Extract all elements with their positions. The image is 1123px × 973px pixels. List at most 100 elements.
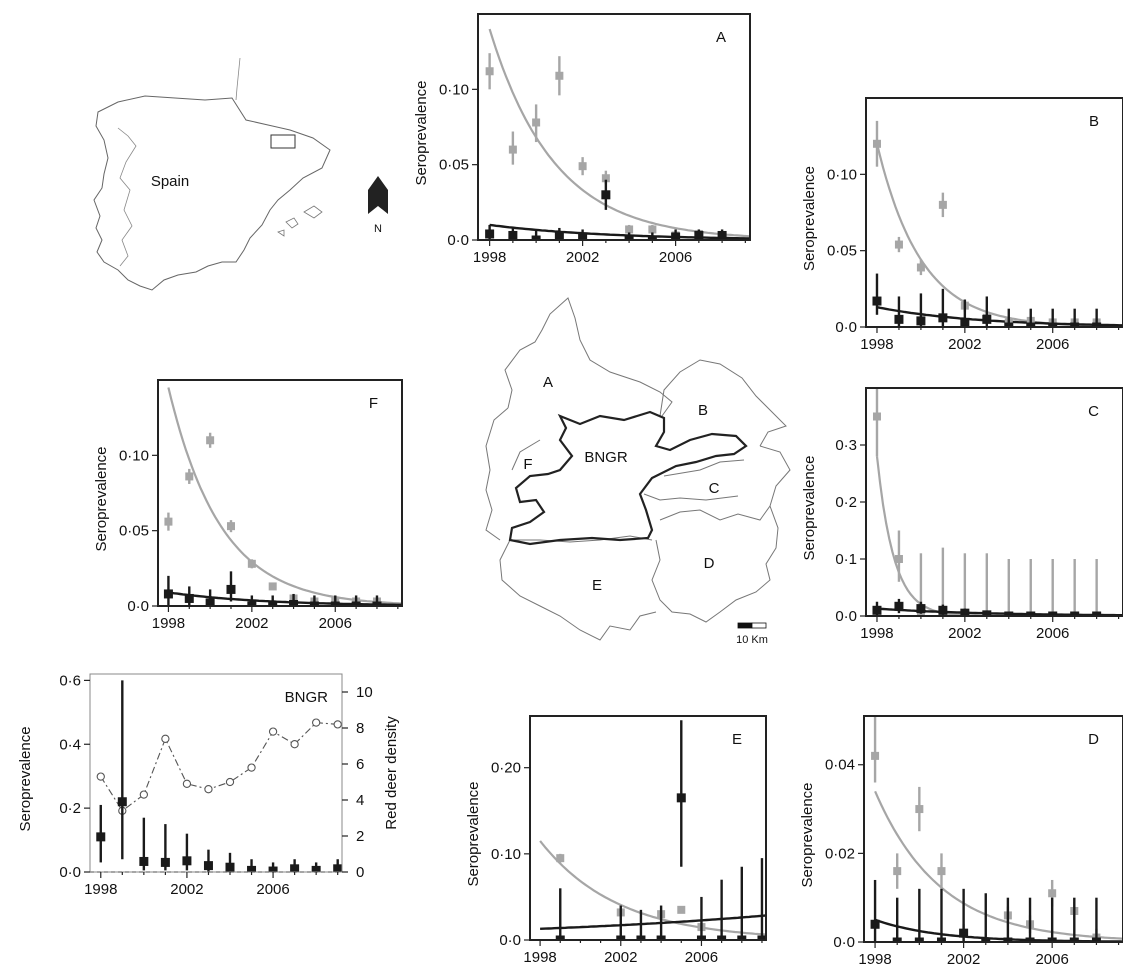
chart-4-ytick-right-label-2: 4 <box>356 792 364 809</box>
panel-B: 0·0 0·05 0·10 1998 2002 2006 Seroprevalence B <box>801 98 1123 353</box>
chart-4-ylabel-right: Red deer density <box>383 716 400 830</box>
chart-4-series-0-point-6 <box>226 863 235 872</box>
chart-3-frame <box>866 388 1123 616</box>
chart-6-xtick-label-1: 2002 <box>947 951 980 968</box>
chart-0-panel-label: A <box>716 29 726 46</box>
chart-0-series-1-point-9 <box>694 231 703 240</box>
map-label-E: E <box>592 577 602 594</box>
chart-2-ytick-label-1: 0·05 <box>119 523 149 540</box>
chart-1-ytick-label-0: 0·0 <box>835 319 857 336</box>
chart-6-ytick-label-1: 0·02 <box>825 845 855 862</box>
chart-2-series-1-point-0 <box>164 589 173 598</box>
chart-1-series-0-fit-curve <box>877 144 1123 326</box>
chart-6-ylabel: Seroprevalence <box>799 782 816 887</box>
chart-3-ytick-label-0: 0·0 <box>835 608 857 625</box>
chart-1-frame <box>866 98 1123 327</box>
chart-0-series-1-point-0 <box>485 229 494 238</box>
chart-4-xtick-label-2: 2006 <box>256 881 289 898</box>
chart-1-plot <box>872 121 1123 332</box>
chart-3-panel-label: C <box>1088 403 1099 420</box>
chart-4-series-0-point-1 <box>118 797 127 806</box>
chart-0-xtick-label-2: 2006 <box>659 249 692 266</box>
chart-4-ytick-label-2: 0·4 <box>59 736 81 753</box>
chart-6-panel-label: D <box>1088 731 1099 748</box>
chart-2-series-0-point-3 <box>227 522 235 530</box>
chart-1-panel-label: B <box>1089 113 1099 130</box>
chart-4-ytick-label-1: 0·2 <box>59 800 81 817</box>
chart-1-series-0-point-1 <box>895 241 903 249</box>
chart-4-density-point-3 <box>162 735 169 742</box>
chart-2-xtick-label-1: 2002 <box>235 615 268 632</box>
chart-2-ytick-label-0: 0·0 <box>127 598 149 615</box>
chart-3-series-0-point-1 <box>895 555 903 563</box>
chart-3-series-0-point-0 <box>873 413 881 421</box>
map-label-B: B <box>698 402 708 419</box>
north-arrow-icon <box>368 176 388 214</box>
chart-4-series-0-point-2 <box>139 857 148 866</box>
panel-BNGR: 0·0 0·2 0·4 0·6 0 2 4 6 8 10 Red deer density 1998 2… <box>17 672 400 898</box>
chart-0-series-1-fit-curve <box>490 225 750 239</box>
chart-0-series-0-point-7 <box>648 225 656 233</box>
chart-0-plot <box>485 29 750 244</box>
scale-bar-label: 10 Km <box>736 634 768 646</box>
chart-1-xtick-label-0: 1998 <box>860 336 893 353</box>
chart-0-series-1-point-1 <box>508 231 517 240</box>
chart-4-ytick-right-label-4: 8 <box>356 720 364 737</box>
chart-4-ytick-right-label-0: 0 <box>356 864 364 881</box>
chart-2-xtick-label-0: 1998 <box>152 615 185 632</box>
chart-6-series-0-point-2 <box>915 805 923 813</box>
chart-0-series-0-fit-curve <box>490 29 750 236</box>
map-labels: A B C D E F BNGR <box>523 374 719 594</box>
chart-6-ytick-label-0: 0·0 <box>833 934 855 951</box>
chart-1-series-0-point-2 <box>917 263 925 271</box>
scale-bar-light <box>752 623 766 628</box>
chart-0-series-0-point-6 <box>625 225 633 233</box>
chart-4-series-0-point-5 <box>204 861 213 870</box>
chart-0-series-0-point-2 <box>532 118 540 126</box>
region-outline-C <box>660 446 790 520</box>
chart-2-panel-label: F <box>369 395 378 412</box>
scale-bar-dark <box>738 623 752 628</box>
panel-E: 0·00·100·201998 2002 2006SeroprevalenceE <box>465 716 766 966</box>
chart-6-series-0-point-0 <box>871 752 879 760</box>
chart-6-plot <box>871 716 1123 947</box>
pyrenees-line <box>236 58 240 100</box>
chart-1-series-0-point-3 <box>939 201 947 209</box>
chart-1-series-1-point-3 <box>938 313 947 322</box>
chart-5-xtick-label-0: 1998 <box>523 949 556 966</box>
chart-2-series-0-point-5 <box>269 582 277 590</box>
chart-3-ytick-label-2: 0·2 <box>835 494 857 511</box>
region-outline-A <box>505 298 672 416</box>
panel-F: 0·0 0·05 0·10 1998 2002 2006 Seroprevalence F <box>93 380 402 632</box>
chart-4-density-point-5 <box>205 786 212 793</box>
region-outline-BNGR <box>510 412 746 544</box>
chart-3-series-1-fit-curve <box>877 609 1123 616</box>
region-outline-B <box>660 360 786 446</box>
chart-4-plot <box>96 680 342 875</box>
chart-6-series-0-point-8 <box>1048 889 1056 897</box>
chart-5-series-1-point-4 <box>677 793 686 802</box>
region-outline-D <box>652 506 778 622</box>
region-outline-E <box>500 536 656 640</box>
chart-4-ytick-label-0: 0·0 <box>59 864 81 881</box>
chart-0-ytick-label-0: 0·0 <box>447 232 469 249</box>
chart-5-ytick-label-0: 0·0 <box>499 932 521 949</box>
chart-0-xtick-label-1: 2002 <box>566 249 599 266</box>
spain-map: Spain N <box>94 58 388 290</box>
chart-3-xtick-label-2: 2006 <box>1036 625 1069 642</box>
chart-6-series-0-fit-curve <box>875 791 1123 938</box>
chart-2-plot <box>164 388 402 611</box>
chart-0-xtick-label-0: 1998 <box>473 249 506 266</box>
chart-6-frame <box>864 716 1123 942</box>
chart-6-series-1-fit-curve <box>875 920 1123 942</box>
chart-2-series-0-point-4 <box>248 560 256 568</box>
chart-1-series-1-point-4 <box>960 318 969 327</box>
chart-0-frame <box>478 14 750 240</box>
north-label: N <box>374 223 382 235</box>
chart-4-density-point-6 <box>226 778 233 785</box>
chart-2-frame <box>158 380 402 606</box>
chart-1-series-1-point-2 <box>916 316 925 325</box>
chart-6-xtick-label-0: 1998 <box>858 951 891 968</box>
chart-0-series-0-point-0 <box>486 67 494 75</box>
chart-5-plot <box>540 720 766 944</box>
